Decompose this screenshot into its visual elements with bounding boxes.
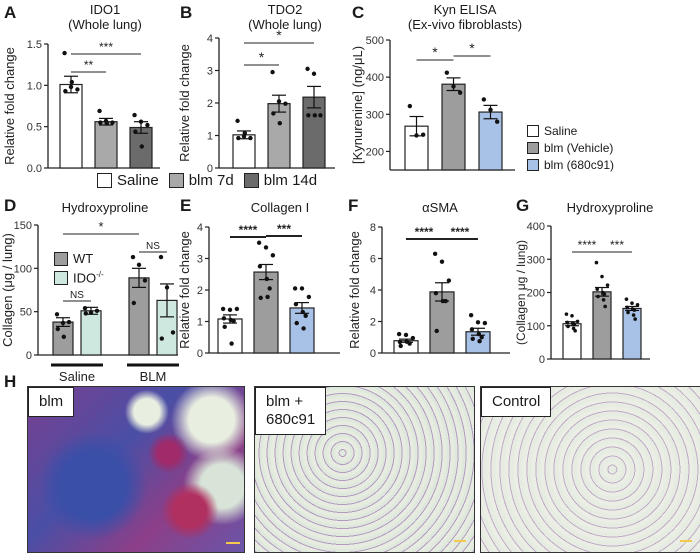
svg-text:150: 150 bbox=[14, 220, 32, 232]
legend-item-blm-vehicle: blm (Vehicle) bbox=[527, 139, 614, 156]
svg-text:Collagen (μg / lung): Collagen (μg / lung) bbox=[0, 233, 15, 347]
svg-text:Saline: Saline bbox=[59, 369, 95, 384]
panel-label-f: F bbox=[348, 196, 359, 215]
histology-label-blm-680c91: blm + 680c91 bbox=[255, 387, 327, 435]
svg-text:Relative fold change: Relative fold change bbox=[177, 231, 192, 349]
svg-text:3: 3 bbox=[207, 66, 213, 78]
histology-blm-680c91: blm + 680c91 bbox=[254, 386, 475, 553]
panel-label-e: E bbox=[180, 196, 192, 215]
legend-item-wt: WT bbox=[54, 249, 104, 268]
histology-label-blm: blm bbox=[28, 387, 75, 417]
chart-title-g: Hydroxyproline bbox=[566, 200, 654, 215]
legend-item-ido-ko: IDO-/- bbox=[54, 268, 104, 287]
svg-text:***: *** bbox=[610, 238, 624, 252]
chart-title-a: IDO1 (Whole lung) bbox=[68, 2, 142, 32]
svg-text:BLM: BLM bbox=[140, 369, 167, 384]
svg-text:0: 0 bbox=[197, 348, 203, 360]
svg-text:100: 100 bbox=[527, 321, 545, 333]
svg-text:1: 1 bbox=[197, 317, 203, 329]
svg-text:4: 4 bbox=[370, 285, 376, 297]
svg-text:1: 1 bbox=[207, 131, 213, 143]
svg-text:*: * bbox=[432, 44, 438, 60]
svg-text:0: 0 bbox=[26, 350, 32, 362]
panel-label-g: G bbox=[516, 196, 530, 215]
legend-item-blm7d: blm 7d bbox=[168, 172, 234, 189]
svg-text:*: * bbox=[276, 30, 282, 43]
scale-bar bbox=[226, 542, 240, 544]
chart-title-f: αSMA bbox=[422, 200, 458, 215]
chart-f: 0 2 4 6 8 Relative fold change **** **** bbox=[347, 222, 510, 360]
svg-text:****: **** bbox=[578, 238, 597, 252]
svg-text:NS: NS bbox=[146, 241, 160, 252]
panel-label-h: H bbox=[4, 372, 17, 391]
svg-text:300: 300 bbox=[366, 109, 384, 121]
svg-text:100: 100 bbox=[14, 263, 32, 275]
chart-title-e: Collagen I bbox=[250, 200, 310, 215]
svg-text:*: * bbox=[98, 219, 103, 234]
panel-label-a: A bbox=[4, 3, 17, 22]
legend-d: WT IDO-/- bbox=[54, 249, 104, 287]
svg-text:Relative fold change: Relative fold change bbox=[347, 231, 362, 349]
svg-text:NS: NS bbox=[70, 290, 84, 301]
svg-text:2: 2 bbox=[370, 317, 376, 329]
svg-text:(Collagen μg / lung): (Collagen μg / lung) bbox=[515, 240, 528, 345]
legend-item-saline: Saline bbox=[527, 122, 614, 139]
scale-bar bbox=[454, 540, 466, 542]
svg-text:400: 400 bbox=[527, 221, 545, 233]
svg-text:*: * bbox=[469, 40, 475, 56]
chart-title-b: TDO2 (Whole lung) bbox=[248, 2, 322, 32]
panel-label-d: D bbox=[4, 196, 17, 215]
svg-text:**: ** bbox=[84, 58, 94, 72]
svg-text:Relative fold change: Relative fold change bbox=[177, 44, 192, 162]
legend-item-blm14d: blm 14d bbox=[243, 172, 317, 189]
legend-item-blm-680c91: blm (680c91) bbox=[527, 156, 614, 173]
svg-text:3: 3 bbox=[197, 254, 203, 266]
svg-text:1.0: 1.0 bbox=[27, 80, 42, 92]
svg-text:8: 8 bbox=[370, 222, 376, 234]
svg-text:300: 300 bbox=[527, 254, 545, 266]
svg-text:***: *** bbox=[277, 222, 291, 236]
svg-text:1.5: 1.5 bbox=[27, 39, 42, 51]
svg-text:0.5: 0.5 bbox=[27, 122, 42, 134]
legend-c: Saline blm (Vehicle) blm (680c91) bbox=[527, 122, 614, 173]
legend-ab: Saline blm 7d blm 14d bbox=[97, 172, 317, 189]
svg-text:****: **** bbox=[451, 225, 470, 239]
svg-text:0: 0 bbox=[539, 354, 545, 365]
chart-c: 200 300 400 500[Kynurenine] (ng/μL) * * bbox=[350, 35, 515, 171]
svg-text:500: 500 bbox=[366, 35, 384, 47]
svg-text:***: *** bbox=[99, 40, 113, 54]
legend-item-saline: Saline bbox=[97, 172, 159, 189]
svg-text:4: 4 bbox=[197, 222, 203, 234]
svg-text:200: 200 bbox=[527, 288, 545, 300]
scale-bar bbox=[680, 540, 692, 542]
svg-text:2: 2 bbox=[207, 98, 213, 110]
panel-label-c: C bbox=[352, 3, 365, 22]
histology-control: Control bbox=[480, 386, 700, 553]
svg-text:[Kynurenine] (ng/μL): [Kynurenine] (ng/μL) bbox=[350, 46, 365, 164]
svg-text:6: 6 bbox=[370, 254, 376, 266]
histology-blm: blm bbox=[27, 386, 245, 553]
svg-text:4: 4 bbox=[207, 33, 213, 45]
chart-title-c: Kyn ELISA (Ex-vivo fibroblasts) bbox=[407, 2, 523, 32]
svg-text:****: **** bbox=[239, 223, 258, 237]
panel-label-b: B bbox=[180, 3, 193, 22]
svg-text:Relative fold change: Relative fold change bbox=[2, 47, 17, 165]
svg-text:0: 0 bbox=[207, 163, 213, 175]
svg-text:*: * bbox=[259, 49, 265, 65]
chart-title-d: Hydroxyproline bbox=[61, 200, 149, 215]
svg-text:50: 50 bbox=[20, 307, 32, 319]
svg-text:2: 2 bbox=[197, 285, 203, 297]
svg-text:****: **** bbox=[415, 225, 434, 239]
svg-text:400: 400 bbox=[366, 72, 384, 84]
svg-text:0.0: 0.0 bbox=[27, 163, 42, 175]
chart-b: 0 1 2 3 4 Relative fold change * * bbox=[177, 30, 335, 175]
svg-text:0: 0 bbox=[370, 348, 376, 360]
svg-text:200: 200 bbox=[366, 146, 384, 158]
histology-label-control: Control bbox=[481, 387, 552, 417]
